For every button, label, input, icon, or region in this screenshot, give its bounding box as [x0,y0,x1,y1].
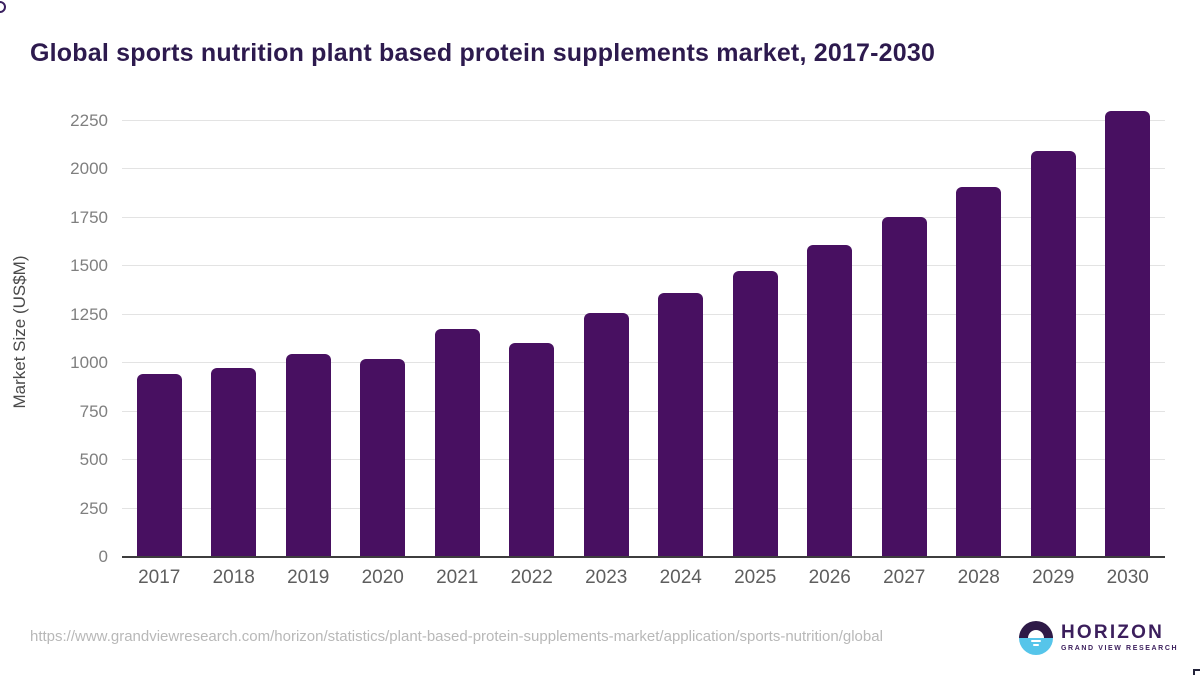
bar-slot-2017 [122,95,197,557]
bar-2020[interactable] [360,359,406,557]
gridline-1500 [122,265,1165,267]
x-axis-label-2022: 2022 [510,567,553,588]
x-axis-label-2020: 2020 [361,567,404,588]
bar-2023[interactable] [583,313,629,557]
gridline-1250 [122,313,1165,315]
bar-2025[interactable] [732,271,778,557]
x-axis-label-2030: 2030 [1106,567,1149,588]
bar-slot-2022 [495,95,570,557]
gridline-500 [122,459,1165,461]
bar-slot-2019 [271,95,346,557]
x-axis-label-2025: 2025 [734,567,777,588]
bar-slot-2028 [942,95,1017,557]
bar-2026[interactable] [807,245,853,557]
bar-slot-2021 [420,95,495,557]
x-axis-label-2027: 2027 [883,567,926,588]
bar-2017[interactable] [136,373,182,557]
sun-dome-shape [1028,630,1044,638]
cropped-corner-artifact [1193,669,1200,675]
x-axis-label-2019: 2019 [287,567,330,588]
y-tick-label-1000: 1000 [70,353,108,373]
bar-slot-2020 [346,95,421,557]
bar-2028[interactable] [956,186,1002,557]
gridline-1750 [122,216,1165,218]
bar-slot-2030 [1091,95,1166,557]
x-axis-label-2024: 2024 [659,567,702,588]
bar-slot-2018 [197,95,272,557]
logo-subtitle: GRAND VIEW RESEARCH [1061,645,1179,652]
bar-2027[interactable] [881,217,927,557]
bar-slot-2026 [793,95,868,557]
bar-slot-2029 [1016,95,1091,557]
horizon-logo[interactable]: HORIZON GRAND VIEW RESEARCH [1019,621,1178,655]
x-axis-labels: 2017 2018 2019 2020 2021 2022 2023 2024 2025 2026… [122,567,1165,589]
bar-2029[interactable] [1030,151,1076,557]
y-tick-label-1750: 1750 [70,207,108,227]
y-tick-label-2000: 2000 [70,159,108,179]
gridline-2250 [122,119,1165,121]
y-tick-label-1500: 1500 [70,256,108,276]
bar-slot-2027 [867,95,942,557]
chart-title: Global sports nutrition plant based prot… [30,38,936,67]
x-axis-label-2026: 2026 [808,567,851,588]
bar-slot-2023 [569,95,644,557]
x-axis-label-2018: 2018 [212,567,255,588]
bar-2021[interactable] [434,329,480,557]
bar-2018[interactable] [211,368,257,557]
source-url-text: https://www.grandviewresearch.com/horizo… [30,628,883,645]
y-tick-label-750: 750 [79,401,108,421]
bar-2022[interactable] [509,342,555,557]
gridline-250 [122,507,1165,509]
cropped-corner-artifact [0,1,6,13]
y-tick-label-0: 0 [98,547,108,566]
gridline-750 [122,410,1165,412]
y-tick-label-250: 250 [79,498,108,518]
y-tick-label-1250: 1250 [70,304,108,324]
logo-text: HORIZON GRAND VIEW RESEARCH [1061,621,1179,653]
gridline-1000 [122,362,1165,364]
x-axis-label-2028: 2028 [957,567,1000,588]
bars-container [122,95,1165,557]
sun-reflection-dash [1031,640,1041,642]
x-axis-label-2029: 2029 [1032,567,1075,588]
bar-slot-2025 [718,95,793,557]
bar-2024[interactable] [658,293,704,557]
gridline-2000 [122,168,1165,170]
horizon-sun-circle-icon [1019,621,1053,655]
bar-2030[interactable] [1105,111,1151,557]
bar-2019[interactable] [285,353,331,557]
y-tick-label-500: 500 [79,450,108,470]
x-axis-line [122,556,1165,558]
bar-slot-2024 [644,95,719,557]
plot-area [122,95,1165,558]
sun-reflection-dash [1033,644,1039,646]
x-axis-label-2021: 2021 [436,567,479,588]
logo-name: HORIZON [1061,622,1165,643]
x-axis-label-2017: 2017 [138,567,181,588]
y-axis-ticks: 0 250 500 750 1000 1250 1500 1750 2000 2250 [0,95,108,566]
x-axis-label-2023: 2023 [585,567,628,588]
y-tick-label-2250: 2250 [70,110,108,130]
